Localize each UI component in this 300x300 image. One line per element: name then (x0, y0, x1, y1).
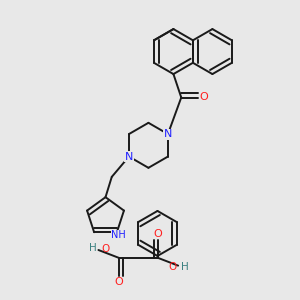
Text: O: O (168, 262, 177, 272)
Text: NH: NH (111, 230, 126, 240)
Text: N: N (125, 152, 133, 162)
Text: O: O (114, 277, 123, 286)
Text: H: H (89, 243, 97, 254)
Text: N: N (164, 129, 172, 139)
Text: O: O (101, 244, 109, 254)
Text: O: O (153, 229, 162, 239)
Text: H: H (181, 262, 189, 272)
Text: O: O (200, 92, 208, 103)
